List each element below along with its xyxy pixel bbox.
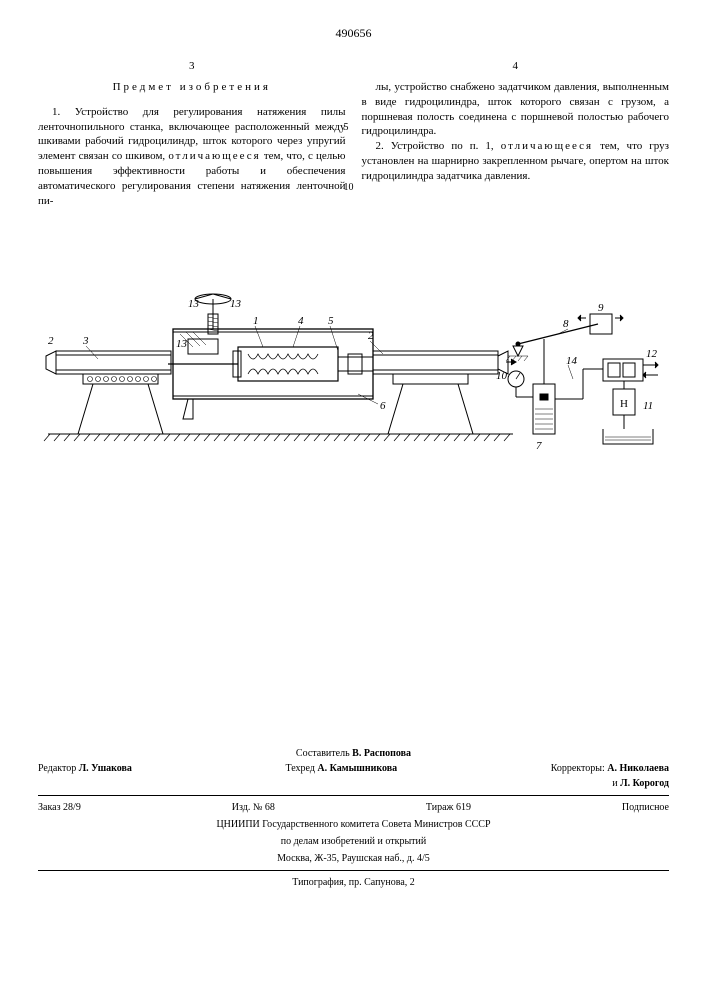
fig-label-13a: 13	[188, 298, 200, 310]
corrector1: А. Николаева	[607, 763, 669, 774]
compiler-line: Составитель В. Распопова	[38, 746, 669, 761]
compiler-label: Составитель	[296, 748, 350, 759]
subject-heading: Предмет изобретения	[38, 80, 346, 95]
fig-label-13b: 13	[230, 298, 242, 310]
left-column: 3 Предмет изобретения 1. Устройство для …	[38, 59, 346, 209]
fig-label-5: 5	[328, 315, 334, 327]
editor-cell: Редактор Л. Ушакова	[38, 761, 132, 791]
line-marker-5: 5	[344, 122, 349, 133]
fig-label-3: 3	[82, 335, 89, 347]
order: Заказ 28/9	[38, 800, 81, 815]
fig-label-2: 2	[368, 330, 374, 342]
fig-label-11: 11	[643, 400, 653, 412]
tech-name: А. Камышникова	[317, 763, 397, 774]
claim-2: 2. Устройство по п. 1, отличающееся тем,…	[362, 139, 670, 184]
fig-label-4: 4	[298, 315, 304, 327]
footer-rule-2	[38, 870, 669, 871]
technical-figure: 2 3 1 4 5 2 6 13 13 13 7 8 9 10 11 12 14…	[38, 269, 669, 469]
org2: по делам изобретений и открытий	[38, 834, 669, 849]
corrector2: Л. Корогод	[620, 778, 669, 789]
claim1-distinct: отличающееся	[168, 150, 260, 162]
tech-label: Техред	[285, 763, 314, 774]
corrector-cell: Корректоры: А. Николаева и Л. Корогод	[551, 761, 669, 791]
claim2-distinct: отличающееся	[501, 140, 593, 152]
fig-label-2a: 2	[48, 335, 54, 347]
fig-label-10: 10	[496, 370, 508, 382]
fig-label-6: 6	[380, 400, 386, 412]
line-marker-10: 10	[344, 182, 354, 193]
editor-row: Редактор Л. Ушакова Техред А. Камышников…	[38, 761, 669, 791]
claim-1-left: 1. Устройство для регулирования натяжени…	[38, 105, 346, 209]
address: Москва, Ж-35, Раушская наб., д. 4/5	[38, 851, 669, 866]
order-row: Заказ 28/9 Изд. № 68 Тираж 619 Подписное	[38, 800, 669, 815]
fig-label-12: 12	[646, 348, 658, 360]
compiler-name: В. Распопова	[352, 748, 411, 759]
fig-label-14: 14	[566, 355, 578, 367]
org1: ЦНИИПИ Государственного комитета Совета …	[38, 817, 669, 832]
edition: Изд. № 68	[232, 800, 275, 815]
footer-rule-1	[38, 795, 669, 796]
right-column: 4 лы, устройство снабжено задатчиком дав…	[362, 59, 670, 209]
col-number-right: 4	[362, 59, 670, 74]
footer: Составитель В. Распопова Редактор Л. Уша…	[38, 744, 669, 890]
fig-label-1: 1	[253, 315, 259, 327]
fig-label-8: 8	[563, 318, 569, 330]
editor-name: Л. Ушакова	[79, 763, 132, 774]
fig-label-H: Н	[620, 398, 628, 410]
circulation: Тираж 619	[426, 800, 471, 815]
tech-cell: Техред А. Камышникова	[285, 761, 397, 791]
fig-label-13c: 13	[176, 338, 188, 350]
col-number-left: 3	[38, 59, 346, 74]
fig-label-7: 7	[536, 440, 542, 452]
printer: Типография, пр. Сапунова, 2	[38, 875, 669, 890]
corrector-label: Корректоры:	[551, 763, 605, 774]
patent-number: 490656	[38, 26, 669, 41]
claim2-p1: 2. Устройство по п. 1,	[376, 140, 501, 152]
claim-1-right: лы, устройство снабжено задатчиком давле…	[362, 80, 670, 139]
editor-label: Редактор	[38, 763, 76, 774]
subscription: Подписное	[622, 800, 669, 815]
fig-label-9: 9	[598, 302, 604, 314]
figure-svg: 2 3 1 4 5 2 6 13 13 13 7 8 9 10 11 12 14…	[38, 269, 669, 469]
text-columns: 3 Предмет изобретения 1. Устройство для …	[38, 59, 669, 209]
corrector-and: и	[612, 778, 617, 789]
